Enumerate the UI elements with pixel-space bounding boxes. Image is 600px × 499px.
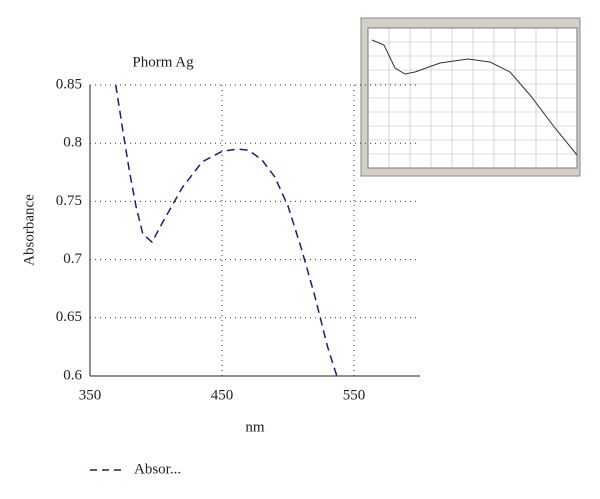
x-tick-label: 550 <box>343 387 366 403</box>
x-tick-label: 450 <box>211 387 234 403</box>
x-axis-label: nm <box>245 419 265 435</box>
y-tick-label: 0.7 <box>63 251 82 267</box>
inset-curve <box>371 39 578 156</box>
y-tick-label: 0.8 <box>63 135 82 151</box>
chart-title: Phorm Ag <box>132 54 194 70</box>
y-tick-label: 0.6 <box>63 367 82 383</box>
inset-screenshot <box>360 17 581 177</box>
x-tick-label: 350 <box>79 387 102 403</box>
y-axis-label: Absorbance <box>21 194 37 266</box>
y-tick-label: 0.75 <box>56 193 82 209</box>
inset-grid <box>368 28 577 168</box>
y-tick-label: 0.85 <box>56 76 82 92</box>
data-line <box>114 84 338 377</box>
y-tick-label: 0.65 <box>56 309 82 325</box>
legend-label: Absor... <box>134 461 181 477</box>
